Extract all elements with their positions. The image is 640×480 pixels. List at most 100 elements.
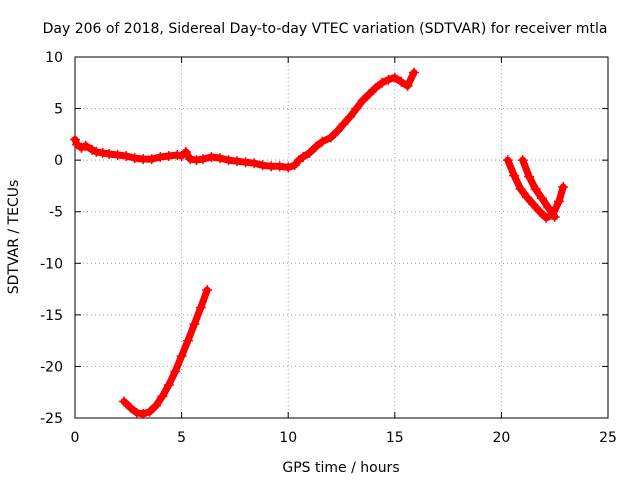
data-point — [176, 151, 187, 162]
data-point — [163, 151, 174, 162]
data-point — [138, 154, 149, 165]
y-tick-label: -15 — [40, 308, 63, 324]
series-trace — [519, 156, 559, 221]
y-tick-label: -20 — [40, 359, 63, 375]
data-point — [338, 119, 349, 130]
data-point — [528, 199, 539, 210]
data-point — [80, 140, 91, 151]
data-point — [317, 136, 328, 147]
data-point — [517, 155, 528, 166]
data-point — [223, 155, 234, 166]
data-point — [129, 153, 140, 164]
data-point — [214, 153, 225, 164]
data-point — [304, 147, 315, 158]
data-point — [558, 181, 569, 192]
data-point — [155, 152, 166, 163]
data-point — [91, 146, 102, 157]
data-point — [195, 302, 206, 313]
data-point — [364, 89, 375, 100]
data-point — [543, 202, 554, 213]
data-point — [119, 396, 130, 407]
x-tick-label: 25 — [599, 430, 617, 446]
data-point — [146, 154, 157, 165]
x-axis-title: GPS time / hours — [282, 460, 399, 476]
data-point — [76, 142, 87, 153]
data-point — [104, 148, 115, 159]
grid — [75, 57, 608, 418]
data-point — [97, 147, 108, 158]
y-tick-label: -5 — [49, 205, 63, 221]
data-point — [182, 335, 193, 346]
data-point — [345, 111, 356, 122]
plot-frame — [74, 56, 609, 419]
data-point — [370, 82, 381, 93]
data-point — [185, 154, 196, 165]
data-point — [144, 406, 155, 417]
data-point — [240, 157, 251, 168]
y-tick-label: 5 — [54, 102, 63, 118]
x-tick-label: 0 — [71, 430, 80, 446]
data-point — [170, 366, 181, 377]
y-tick-label: -25 — [40, 411, 63, 427]
data-point — [232, 156, 243, 167]
data-point — [189, 319, 200, 330]
data-point — [502, 155, 513, 166]
data-point — [283, 162, 294, 173]
series-trace — [504, 156, 567, 222]
chart-title: Day 206 of 2018, Sidereal Day-to-day VTE… — [43, 21, 608, 37]
data-point — [553, 196, 564, 207]
y-tick-label: -10 — [40, 256, 63, 272]
data-point — [541, 212, 552, 223]
data-point — [534, 206, 545, 217]
data-point — [536, 193, 547, 204]
x-tick-label: 15 — [386, 430, 404, 446]
data-point — [515, 184, 526, 195]
data-point — [138, 408, 149, 419]
data-point — [274, 161, 285, 172]
data-point — [180, 146, 191, 157]
data-point — [176, 351, 187, 362]
data-point — [121, 151, 132, 162]
data-point — [357, 95, 368, 106]
data-point — [125, 402, 136, 413]
data-point — [530, 184, 541, 195]
y-tick-label: 0 — [54, 153, 63, 169]
data-point — [408, 67, 419, 78]
data-point — [87, 144, 98, 155]
data-point — [172, 149, 183, 160]
data-point — [163, 379, 174, 390]
data-series — [70, 67, 569, 419]
data-point — [157, 391, 168, 402]
data-point — [402, 80, 413, 91]
data-point — [377, 77, 388, 88]
data-point — [70, 134, 80, 145]
data-point — [249, 158, 260, 169]
data-point — [202, 285, 213, 296]
data-point — [351, 103, 362, 114]
data-point — [298, 152, 309, 163]
series-track-4 — [517, 155, 560, 222]
series-track-2 — [119, 285, 213, 419]
data-point — [524, 171, 535, 182]
series-trace — [120, 286, 211, 418]
series-track-1 — [70, 67, 419, 173]
data-point — [257, 160, 268, 171]
y-axis-title: SDTVAR / TECUs — [6, 180, 22, 295]
data-point — [197, 154, 208, 165]
data-point — [509, 170, 520, 181]
data-point — [151, 400, 162, 411]
data-point — [396, 76, 407, 87]
data-point — [332, 126, 343, 137]
data-point — [325, 132, 336, 143]
data-point — [131, 407, 142, 418]
axis-ticks: 0 5 10 15 20 25 -25 -20 -15 -10 -5 0 5 10 — [40, 50, 617, 446]
data-point — [289, 160, 300, 171]
series-track-3 — [502, 155, 569, 223]
data-point — [521, 192, 532, 203]
data-point — [266, 161, 277, 172]
data-point — [206, 152, 217, 163]
data-point — [383, 74, 394, 85]
x-tick-label: 20 — [492, 430, 510, 446]
data-point — [191, 155, 202, 166]
